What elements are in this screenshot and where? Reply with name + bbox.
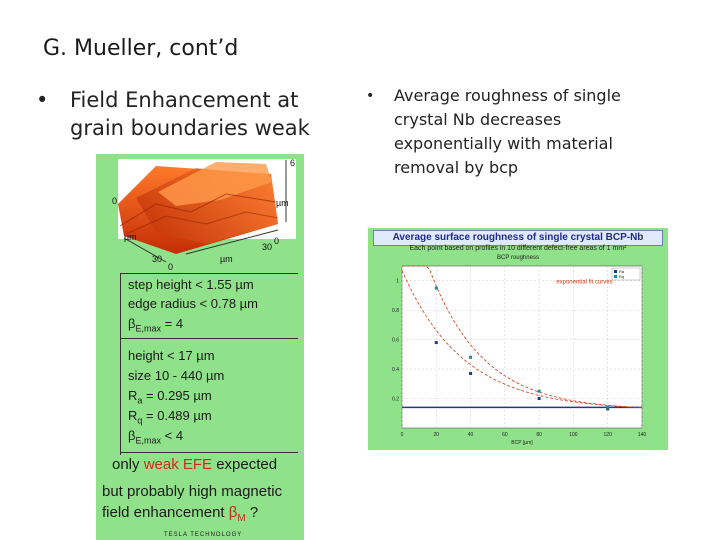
legend-label-rq: Rq bbox=[619, 274, 624, 279]
ra-symbol: R bbox=[128, 388, 138, 403]
bullet-dot-icon: • bbox=[366, 88, 375, 104]
divider-line bbox=[120, 273, 298, 274]
beta-boundary-text: βE,max = 4 bbox=[128, 316, 183, 334]
afm-label-um-right: µm bbox=[276, 198, 289, 208]
x-tick-label: 120 bbox=[604, 432, 613, 438]
right-bullet: • Average roughness of single crystal Nb… bbox=[366, 84, 646, 180]
beta-value: < 4 bbox=[161, 428, 184, 443]
right-bullet-text: Average roughness of single crystal Nb d… bbox=[394, 86, 621, 177]
y-tick-label: 0.8 bbox=[392, 308, 399, 314]
conclusion-beta-sub: M bbox=[237, 513, 246, 524]
beta-value: = 4 bbox=[161, 316, 184, 331]
afm-figure-panel: 6 µm 0 µm 30 0 µm 30 0 step height < 1.5… bbox=[96, 154, 304, 540]
afm-label-um-left: µm bbox=[124, 232, 137, 242]
divider-line bbox=[120, 452, 298, 453]
slide-title: G. Mueller, cont’d bbox=[43, 36, 239, 61]
x-tick-label: 0 bbox=[401, 432, 404, 438]
height-text: height < 17 µm bbox=[128, 348, 215, 363]
afm-surface-image: 6 µm 0 µm 30 0 µm 30 0 bbox=[112, 158, 296, 272]
chart-panel-title: Average surface roughness of single crys… bbox=[373, 230, 663, 246]
x-axis-label: BCP [µm] bbox=[511, 440, 533, 446]
bullet-dot-icon: • bbox=[36, 88, 49, 112]
conclusion-weak-efe: weak EFE bbox=[143, 456, 213, 473]
plot-area bbox=[401, 265, 643, 429]
left-bullet: • Field Enhancement at grain boundaries … bbox=[36, 86, 336, 142]
data-point-ra bbox=[469, 372, 473, 376]
rq-symbol: R bbox=[128, 408, 138, 423]
data-point-ra bbox=[537, 397, 541, 401]
edge-radius-text: edge radius < 0.78 µm bbox=[128, 296, 258, 311]
ra-subscript: a bbox=[137, 395, 143, 406]
afm-label-6: 6 bbox=[290, 158, 295, 168]
data-point-rq bbox=[537, 389, 541, 393]
roughness-chart-panel: Average surface roughness of single crys… bbox=[368, 228, 668, 450]
fit-curve-ra bbox=[401, 270, 643, 408]
chart-inner-title: BCP roughness bbox=[497, 255, 539, 261]
y-tick-label: 1 bbox=[396, 279, 399, 285]
conclusion-question: ? bbox=[245, 504, 259, 521]
beta-grain-text: βE,max < 4 bbox=[128, 428, 183, 446]
data-point-ra bbox=[434, 341, 438, 345]
size-text: size 10 - 440 µm bbox=[128, 368, 225, 383]
afm-label-30-right: 30 bbox=[262, 242, 272, 252]
legend-label-ra: Ra bbox=[619, 269, 625, 274]
x-tick-label: 100 bbox=[569, 432, 578, 438]
ra-value: = 0.295 µm bbox=[142, 388, 212, 403]
beta-subscript: E,max bbox=[135, 435, 161, 446]
legend-box bbox=[611, 267, 641, 281]
data-point-rq bbox=[469, 355, 473, 359]
afm-label-0-bottom: 0 bbox=[168, 262, 173, 272]
step-height-text: step height < 1.55 µm bbox=[128, 277, 254, 292]
chart-panel-subtitle: Each point based on profiles in 10 diffe… bbox=[409, 245, 627, 252]
data-point-rq bbox=[434, 286, 438, 290]
legend-marker-rq bbox=[614, 275, 617, 278]
afm-label-um-bottom: µm bbox=[220, 254, 233, 264]
bracket-line bbox=[120, 273, 121, 455]
legend-marker-ra bbox=[614, 270, 617, 273]
footer-logo-text: TESLA TECHNOLOGY bbox=[164, 532, 243, 538]
conclusion-line-3: field enhancement βM ? bbox=[102, 504, 258, 524]
y-tick-label: 0.4 bbox=[392, 367, 399, 373]
fit-label: exponential fit curves bbox=[556, 280, 612, 286]
rq-subscript: q bbox=[137, 415, 143, 426]
beta-symbol: β bbox=[128, 316, 136, 331]
x-tick-label: 40 bbox=[468, 432, 474, 438]
fit-curve-rq bbox=[402, 265, 643, 409]
data-point-rq bbox=[606, 405, 610, 409]
conclusion-line-1: only weak EFE expected bbox=[112, 456, 277, 473]
rq-value: = 0.489 µm bbox=[142, 408, 212, 423]
x-tick-label: 140 bbox=[638, 432, 647, 438]
conclusion-line-2: but probably high magnetic bbox=[102, 483, 283, 500]
conclusion-field: field enhancement bbox=[102, 504, 229, 521]
ra-text: Ra = 0.295 µm bbox=[128, 388, 212, 406]
x-tick-label: 60 bbox=[502, 432, 508, 438]
beta-symbol: β bbox=[128, 428, 136, 443]
afm-label-0-right: 0 bbox=[274, 236, 279, 246]
x-tick-label: 20 bbox=[434, 432, 440, 438]
divider-line bbox=[120, 338, 298, 339]
conclusion-only: only bbox=[112, 456, 144, 473]
x-tick-label: 80 bbox=[536, 432, 542, 438]
roughness-chart: 0 20 40 60 80 100 120 140 0.2 0.4 0.6 0.8 1 BCP [µm] e… bbox=[392, 265, 647, 446]
beta-subscript: E,max bbox=[135, 323, 161, 334]
y-tick-label: 0.6 bbox=[392, 338, 399, 344]
left-bullet-text: Field Enhancement at grain boundaries we… bbox=[70, 88, 310, 140]
conclusion-beta: β bbox=[228, 504, 238, 521]
conclusion-expected: expected bbox=[212, 456, 278, 473]
afm-label-30-left: 30 bbox=[152, 254, 162, 264]
y-tick-label: 0.2 bbox=[392, 397, 399, 403]
rq-text: Rq = 0.489 µm bbox=[128, 408, 212, 426]
afm-label-0-left: 0 bbox=[112, 196, 117, 206]
